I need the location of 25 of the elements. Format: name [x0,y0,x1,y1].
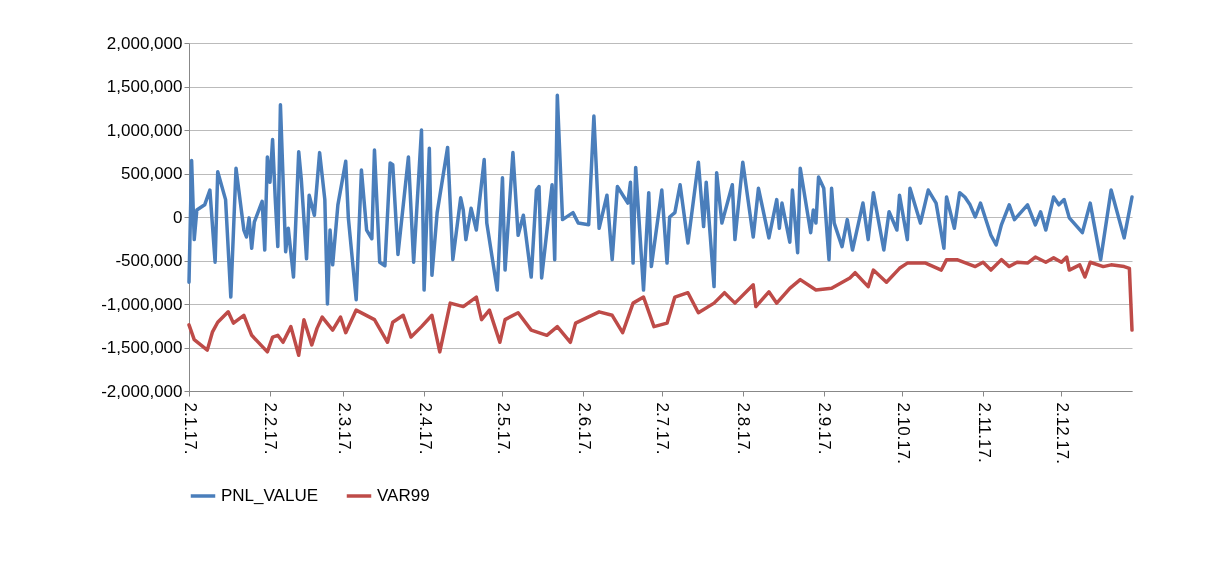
x-tick-label: 2.6.17. [574,402,594,455]
y-tick-label: 0 [173,207,183,227]
y-tick-label: 1,500,000 [106,77,183,96]
legend-label: PNL_VALUE [221,486,319,505]
y-tick-label: 2,000,000 [106,33,183,53]
line-series [187,255,1134,358]
y-tick-label: -1,500,000 [101,338,183,357]
y-tick-label: -500,000 [115,251,183,270]
x-tick-label: 2.3.17. [334,402,354,455]
x-tick-label: 2.12.17. [1052,402,1072,464]
y-tick-label: -1,000,000 [101,294,183,314]
y-tick-label: 1,000,000 [106,120,183,140]
x-tick-label: 2.9.17. [815,402,835,455]
y-tick-label: 500,000 [121,164,183,183]
x-tick-label: 2.8.17. [734,402,754,455]
legend-label: VAR99 [377,486,430,505]
x-tick-label: 2.10.17. [893,402,913,464]
x-tick-label: 2.2.17. [261,402,281,455]
x-tick-label: 2.5.17. [493,402,513,455]
x-tick-label: 2.1.17. [180,402,200,455]
x-tick-label: 2.11.17. [974,402,994,463]
x-tick-label: 2.4.17. [415,402,435,455]
line-series [187,93,1134,306]
x-tick-label: 2.7.17. [653,402,673,455]
y-tick-label: -2,000,000 [101,381,183,401]
